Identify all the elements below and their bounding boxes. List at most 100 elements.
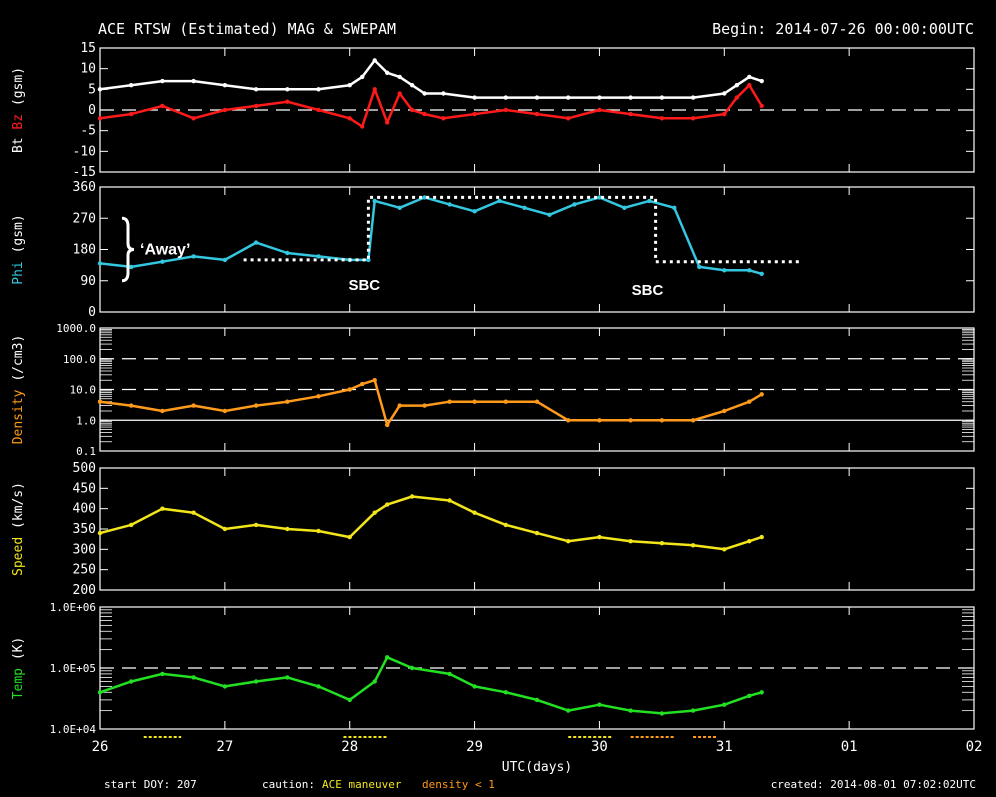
series-speed-line	[99, 495, 763, 551]
data-point-phi	[672, 205, 677, 210]
ytick-label-tmp-0: 1.0E+06	[50, 601, 96, 614]
data-point-temp	[409, 665, 415, 671]
data-point-density	[503, 399, 508, 404]
maneuver-legend: ACE maneuver	[322, 778, 402, 791]
ylabel-part: (gsm)	[11, 67, 26, 114]
data-point-density	[191, 403, 196, 408]
series-temp-line	[99, 656, 763, 715]
data-point-density	[597, 418, 602, 423]
data-point-speed	[97, 530, 103, 536]
data-point-density	[253, 403, 259, 408]
data-point-speed	[372, 510, 377, 515]
series-phi-line	[99, 196, 763, 276]
data-point-bz	[316, 107, 321, 113]
data-point-speed	[409, 494, 415, 499]
data-point-bt	[316, 87, 321, 92]
data-point-phi	[285, 250, 290, 256]
data-point-speed	[503, 522, 508, 528]
data-point-bz	[360, 124, 365, 129]
xtick-label: 31	[716, 739, 733, 755]
ytick-label-mag-5: -10	[73, 144, 96, 159]
ytick-label-den-1: 100.0	[63, 353, 96, 366]
ytick-label-spd-0: 500	[73, 461, 96, 476]
data-point-density	[566, 418, 571, 423]
ylabel-part: (K)	[11, 637, 26, 668]
ylabel-tmp: Temp (K)	[11, 637, 26, 700]
ylabel-part: Density	[11, 389, 26, 444]
data-point-phi	[497, 198, 502, 204]
data-point-temp	[472, 684, 477, 689]
data-point-bt	[722, 91, 727, 96]
data-point-phi	[366, 257, 371, 263]
ytick-label-phi-3: 90	[80, 274, 96, 289]
ytick-label-tmp-2: 1.0E+04	[50, 723, 97, 736]
data-point-phi	[316, 254, 321, 259]
ytick-label-tmp-1: 1.0E+05	[50, 662, 96, 675]
data-point-bt	[747, 74, 752, 80]
data-point-phi	[722, 268, 727, 273]
ytick-label-spd-4: 300	[73, 542, 96, 557]
ytick-label-phi-4: 0	[88, 305, 96, 320]
data-point-speed	[447, 498, 452, 503]
ylabel-part: (/cm3)	[11, 335, 26, 390]
data-point-bz	[734, 95, 739, 100]
data-point-bt	[566, 95, 571, 100]
data-point-temp	[191, 675, 196, 680]
data-point-temp	[372, 679, 377, 684]
data-point-bt	[347, 83, 352, 88]
data-point-density	[722, 408, 727, 414]
data-point-speed	[747, 539, 752, 544]
ylabel-part: Bz	[11, 114, 26, 137]
data-point-bz	[759, 103, 764, 109]
data-point-bz	[659, 116, 665, 121]
panel-frame-den	[99, 327, 975, 452]
data-point-phi	[522, 205, 527, 210]
data-point-bz	[597, 107, 602, 113]
data-point-density	[347, 387, 352, 392]
ytick-label-phi-0: 360	[73, 180, 96, 195]
data-point-bz	[472, 111, 477, 117]
data-point-temp	[222, 684, 228, 689]
data-point-density	[690, 418, 696, 423]
data-point-bz	[534, 111, 540, 117]
data-point-bt	[441, 91, 446, 96]
data-point-phi	[129, 264, 134, 270]
away-label: ‘Away’	[140, 242, 190, 259]
data-point-bt	[253, 87, 259, 92]
data-point-bt	[397, 74, 402, 80]
begin-timestamp: Begin: 2014-07-26 00:00:00UTC	[712, 20, 974, 38]
data-point-phi	[647, 198, 652, 204]
data-point-bz	[222, 107, 228, 113]
ytick-label-mag-2: 5	[88, 82, 96, 97]
data-point-bt	[385, 70, 390, 76]
data-point-temp	[597, 702, 602, 707]
ytick-label-spd-1: 450	[73, 481, 96, 496]
data-point-density	[759, 392, 764, 397]
data-point-phi	[222, 257, 228, 263]
data-point-temp	[628, 708, 633, 713]
data-point-bz	[722, 111, 727, 117]
data-point-bz	[566, 116, 571, 121]
ytick-label-den-2: 10.0	[70, 384, 97, 397]
data-point-bt	[97, 87, 103, 92]
data-point-bt	[690, 95, 696, 100]
data-point-speed	[385, 502, 390, 507]
data-point-temp	[747, 693, 752, 698]
data-point-phi	[372, 198, 377, 204]
ylabel-part: Speed	[11, 537, 26, 576]
ytick-label-mag-3: 0	[88, 103, 96, 118]
data-point-bt	[422, 91, 427, 96]
data-point-temp	[129, 679, 134, 684]
ylabel-part: Bt	[11, 137, 26, 153]
data-point-temp	[503, 690, 508, 695]
data-point-bt	[472, 95, 477, 100]
data-point-speed	[472, 510, 477, 515]
ytick-label-mag-6: -15	[73, 165, 96, 180]
density-legend: density < 1	[422, 778, 495, 791]
ytick-label-spd-2: 400	[73, 502, 96, 517]
data-point-density	[422, 403, 427, 408]
data-point-bz	[397, 91, 402, 96]
data-point-bt	[129, 83, 134, 88]
data-point-temp	[385, 655, 390, 660]
